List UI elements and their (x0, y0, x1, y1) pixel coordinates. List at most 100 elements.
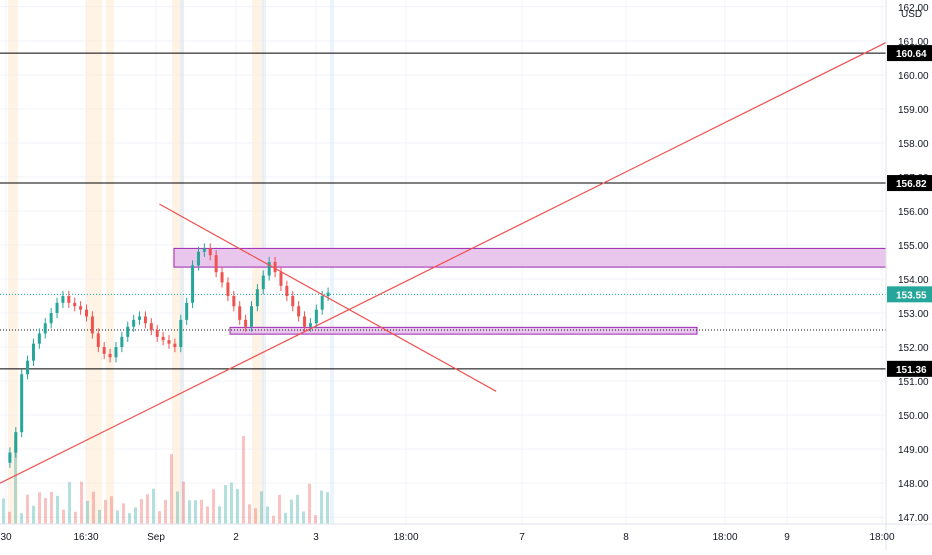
candle-body (90, 316, 94, 334)
candle-body (155, 330, 159, 337)
y-axis-tick-label: 160.00 (898, 71, 929, 82)
volume-bar (152, 488, 155, 524)
candle-body (303, 316, 307, 327)
x-axis-tick-label: 2 (233, 532, 239, 543)
volume-bar (56, 495, 59, 524)
candle-body (220, 272, 224, 283)
trendline[interactable] (159, 203, 497, 392)
candle-body (108, 353, 112, 358)
volume-bar (254, 508, 257, 524)
volume-bar (182, 481, 185, 524)
trendline[interactable] (0, 41, 887, 484)
x-axis-tick-label: 3 (313, 532, 319, 543)
x-axis-tick-label: 18:00 (712, 532, 737, 543)
candle-body (244, 319, 248, 327)
candle-body (297, 306, 301, 317)
volume-bar (92, 491, 95, 524)
currency-label: USD (901, 9, 923, 20)
session-band (86, 0, 102, 524)
candle-body (43, 323, 47, 334)
volume-bar (80, 481, 83, 524)
volume-bar (44, 498, 47, 524)
level-price-badge (887, 45, 932, 62)
supply-demand-zone[interactable] (173, 247, 887, 268)
level-price-label: 156.82 (896, 179, 927, 190)
volume-bar (8, 511, 11, 524)
volume-bar (2, 498, 5, 524)
candle-body (26, 360, 30, 375)
volume-bar (68, 482, 71, 524)
y-axis-tick-label: 148.00 (898, 479, 929, 490)
candle-body (120, 336, 124, 348)
supply-demand-zone[interactable] (229, 326, 698, 335)
candle-body (31, 343, 35, 361)
candle-body (8, 452, 12, 463)
volume-bar (308, 483, 311, 524)
candle-body (73, 302, 77, 307)
y-axis-tick-label: 156.00 (898, 207, 929, 218)
volume-bar (260, 491, 263, 524)
y-axis-tick-label: 153.00 (898, 309, 929, 320)
candle-body (279, 272, 283, 286)
x-axis-tick-label: 16:30 (73, 532, 98, 543)
session-band (8, 0, 18, 524)
volume-bar (302, 511, 305, 524)
volume-bar (284, 512, 287, 524)
candle-body (202, 248, 206, 252)
volume-bar (110, 496, 113, 524)
volume-bar (326, 492, 329, 524)
x-axis-tick-label: 18:00 (393, 532, 418, 543)
level-price-label: 151.36 (896, 365, 927, 376)
level-price-label: 160.64 (896, 49, 927, 60)
volume-bar (104, 499, 107, 524)
candle-body (226, 282, 230, 297)
candle-body (149, 323, 153, 331)
candle-body (191, 265, 195, 303)
y-axis-tick-label: 155.00 (898, 241, 929, 252)
x-axis-tick-label: 8 (623, 532, 629, 543)
volume-bar (170, 454, 173, 524)
volume-bar (320, 490, 323, 524)
candle-body (285, 285, 289, 297)
volume-bar (206, 506, 209, 524)
volume-bar (224, 485, 227, 524)
candle-body (37, 333, 41, 344)
candle-body (208, 248, 212, 256)
volume-bar (26, 494, 29, 524)
volume-bar (116, 510, 119, 524)
y-axis-tick-label: 154.00 (898, 275, 929, 286)
candle-body (255, 289, 259, 307)
candle-body (161, 336, 165, 341)
volume-bar (134, 507, 137, 524)
volume-bar (272, 515, 275, 524)
volume-bar (248, 504, 251, 524)
volume-bar (86, 500, 89, 524)
last-price-badge (887, 286, 932, 303)
candle-body (308, 323, 312, 327)
volume-bar (230, 482, 233, 524)
candle-body (179, 319, 183, 348)
candle-body (132, 319, 136, 327)
candle-body (138, 316, 142, 320)
volume-bar (62, 509, 65, 524)
volume-bar (122, 503, 125, 524)
candle-body (173, 343, 177, 348)
volume-bar (200, 499, 203, 524)
candle-body (273, 262, 277, 273)
candle-body (96, 333, 100, 348)
volume-bar (74, 511, 77, 524)
candle-body (126, 326, 130, 337)
y-axis-tick-label: 149.00 (898, 445, 929, 456)
volume-bar (98, 509, 101, 524)
candle-body (185, 302, 189, 320)
candle-body (196, 251, 200, 266)
y-axis-tick-label: 159.00 (898, 105, 929, 116)
volume-bar (236, 489, 239, 524)
volume-bar (296, 494, 299, 524)
candle-body (20, 374, 24, 433)
candle-body (143, 316, 147, 324)
y-axis-tick-label: 162.00 (898, 3, 929, 14)
volume-bar (194, 500, 197, 524)
